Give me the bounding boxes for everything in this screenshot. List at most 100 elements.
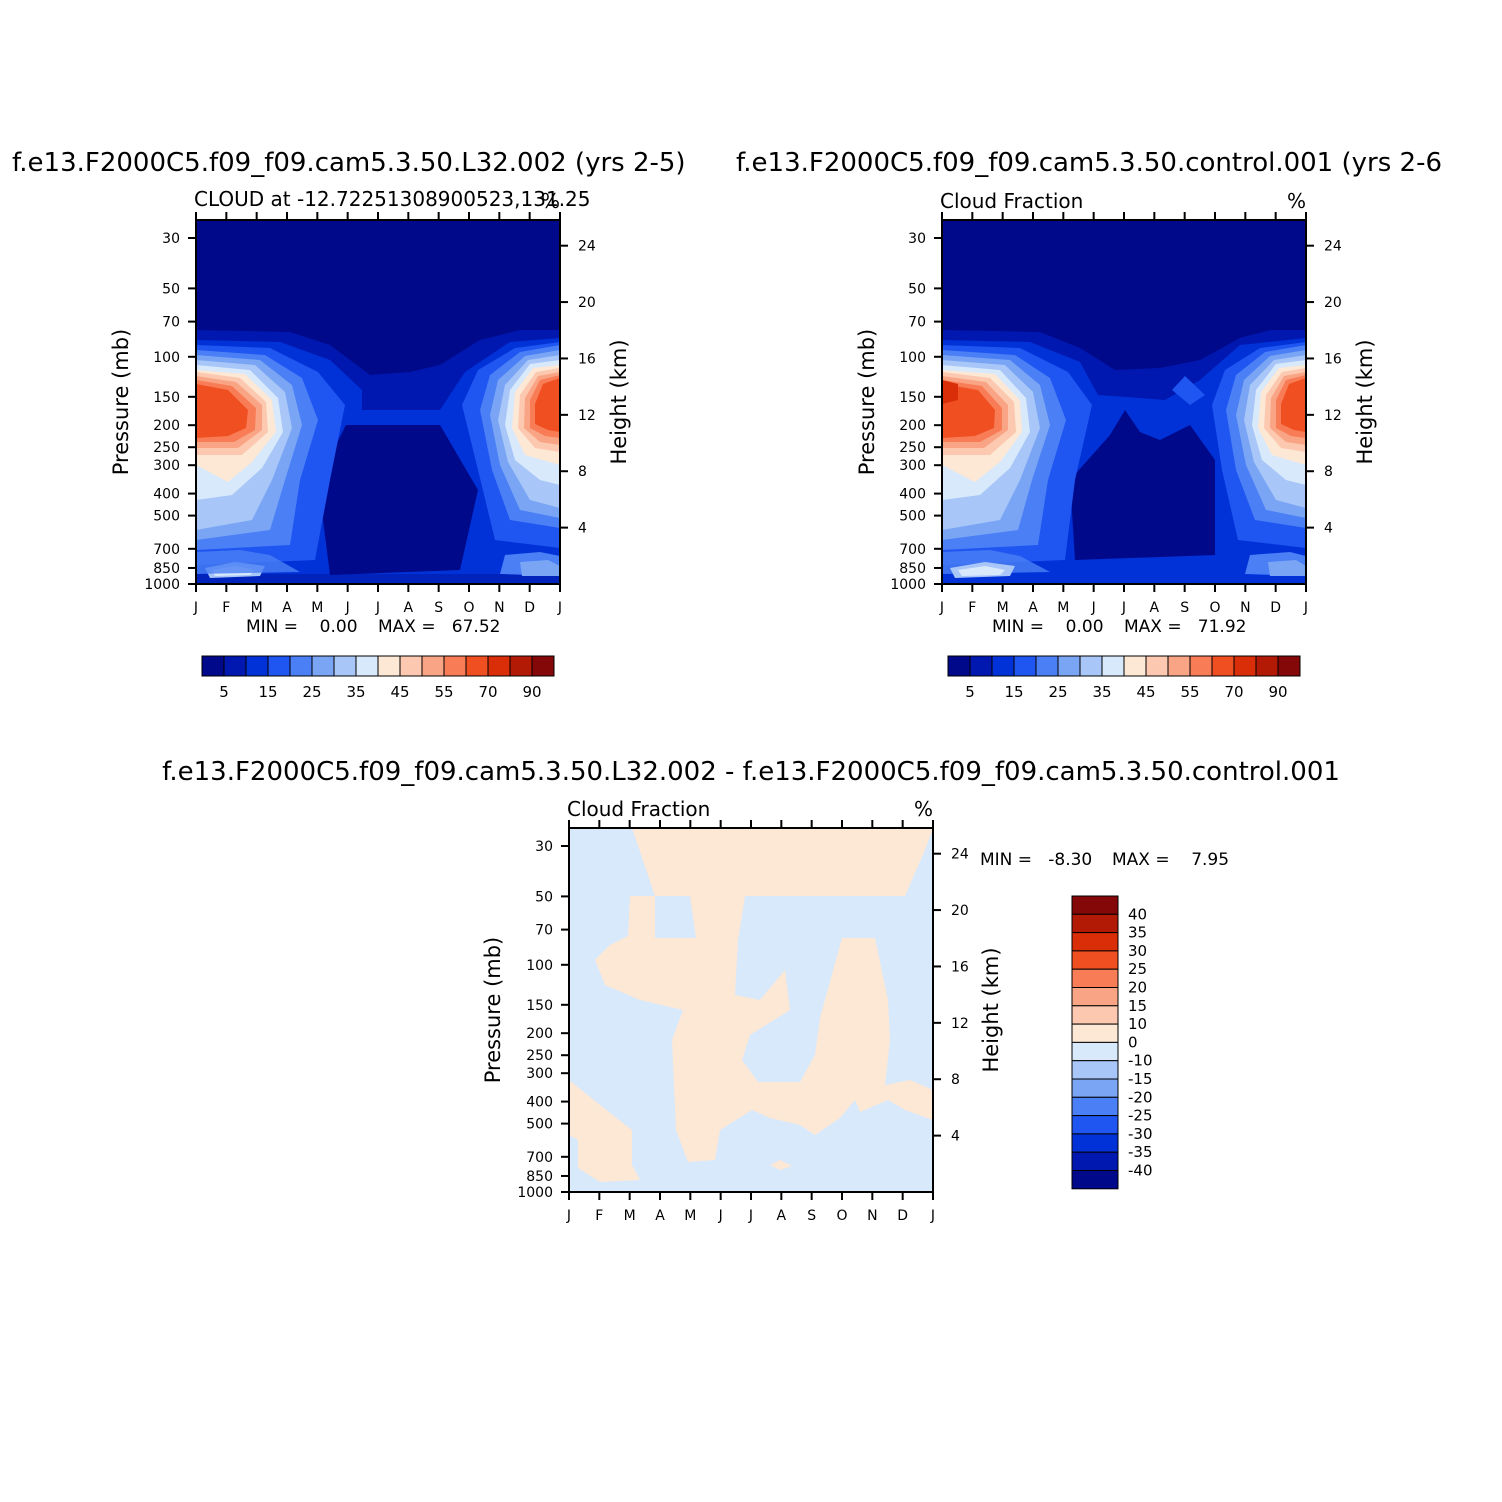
panel-3-title: f.e13.F2000C5.f09_f09.cam5.3.50.L32.002 … bbox=[162, 757, 1340, 787]
panel-3-subtitle: Cloud Fraction bbox=[567, 797, 710, 821]
colorbar-swatch bbox=[1071, 1041, 1119, 1062]
colorbar-label: 40 bbox=[1128, 905, 1147, 923]
colorbar-swatch bbox=[1189, 655, 1213, 677]
x-tick-label: F bbox=[595, 1208, 603, 1224]
x-tick-label: A bbox=[404, 600, 414, 616]
colorbar-swatch bbox=[1233, 655, 1257, 677]
x-tick-label: M bbox=[997, 600, 1009, 616]
colorbar-label: -20 bbox=[1128, 1088, 1153, 1106]
colorbar-swatch bbox=[289, 655, 313, 677]
colorbar-label: 5 bbox=[965, 683, 975, 701]
x-tick-label: A bbox=[282, 600, 292, 616]
x-tick-label: D bbox=[524, 600, 535, 616]
y-tick-label: 70 bbox=[162, 315, 180, 331]
y-tick-label: 30 bbox=[908, 231, 926, 247]
colorbar-swatch bbox=[1071, 932, 1119, 952]
colorbar-label: 10 bbox=[1128, 1015, 1147, 1033]
colorbar-swatch bbox=[1071, 1151, 1119, 1171]
colorbar-label: 35 bbox=[1092, 683, 1111, 701]
y2-tick-label: 20 bbox=[951, 903, 969, 919]
colorbar-swatch bbox=[1145, 655, 1169, 677]
y-tick-label: 300 bbox=[899, 458, 926, 474]
x-tick-label: J bbox=[345, 600, 350, 616]
colorbar-swatch bbox=[377, 655, 401, 677]
y-tick-label: 250 bbox=[526, 1048, 553, 1064]
colorbar-swatch bbox=[333, 655, 357, 677]
x-tick-label: M bbox=[251, 600, 263, 616]
y-tick-label: 50 bbox=[908, 281, 926, 297]
colorbar-swatch bbox=[1071, 913, 1119, 934]
colorbar-label: -15 bbox=[1128, 1070, 1153, 1088]
panel-2-field bbox=[942, 220, 1306, 584]
panel-3-units: % bbox=[914, 797, 933, 821]
panel-2-max: MAX = 71.92 bbox=[1124, 617, 1246, 637]
panel-2: f.e13.F2000C5.f09_f09.cam5.3.50.control.… bbox=[736, 148, 1442, 701]
colorbar-label: 35 bbox=[346, 683, 365, 701]
x-tick-label: J bbox=[375, 600, 380, 616]
y2-tick-label: 16 bbox=[951, 959, 969, 975]
colorbar-swatch bbox=[1071, 1133, 1119, 1153]
x-tick-label: N bbox=[867, 1208, 877, 1224]
y2-tick-label: 20 bbox=[578, 295, 596, 311]
y2-tick-label: 12 bbox=[1324, 408, 1342, 424]
x-tick-label: J bbox=[193, 600, 198, 616]
y-tick-label: 850 bbox=[526, 1169, 553, 1185]
colorbar-swatch bbox=[355, 655, 379, 677]
y-tick-label: 500 bbox=[153, 509, 180, 525]
panel-2-y2label: Height (km) bbox=[1353, 339, 1377, 464]
panel-1-min: MIN = 0.00 bbox=[246, 617, 358, 637]
panel-1-subtitle: CLOUD at -12.72251308900523,131.25 bbox=[194, 187, 591, 211]
x-tick-label: S bbox=[807, 1208, 816, 1224]
y-tick-label: 400 bbox=[899, 487, 926, 503]
x-tick-label: J bbox=[1121, 600, 1126, 616]
colorbar-label: 35 bbox=[1128, 924, 1147, 942]
y2-tick-label: 12 bbox=[951, 1016, 969, 1032]
y2-tick-label: 8 bbox=[1324, 464, 1333, 480]
y-tick-label: 400 bbox=[526, 1095, 553, 1111]
y-tick-label: 200 bbox=[899, 418, 926, 434]
y-tick-label: 150 bbox=[899, 390, 926, 406]
panel-1-ylabel: Pressure (mb) bbox=[109, 329, 133, 476]
colorbar-label: 25 bbox=[1048, 683, 1067, 701]
y-tick-label: 50 bbox=[535, 889, 553, 905]
x-tick-label: J bbox=[557, 600, 562, 616]
y-tick-label: 100 bbox=[153, 350, 180, 366]
y-tick-label: 100 bbox=[899, 350, 926, 366]
x-tick-label: M bbox=[684, 1208, 696, 1224]
y-tick-label: 300 bbox=[526, 1066, 553, 1082]
colorbar-label: 15 bbox=[1004, 683, 1023, 701]
colorbar-swatch bbox=[311, 655, 335, 677]
x-tick-label: D bbox=[897, 1208, 908, 1224]
panel-1-units: % bbox=[541, 189, 560, 213]
x-tick-label: A bbox=[777, 1208, 787, 1224]
x-tick-label: F bbox=[968, 600, 976, 616]
colorbar-swatch bbox=[1071, 1060, 1119, 1080]
panel-3-ylabel: Pressure (mb) bbox=[481, 937, 505, 1084]
x-tick-label: J bbox=[718, 1208, 723, 1224]
panel-2-y2ticks: 24 20 16 12 8 4 bbox=[1306, 239, 1342, 537]
colorbar-label: 30 bbox=[1128, 942, 1147, 960]
colorbar-swatch bbox=[1057, 655, 1081, 677]
panel-1: f.e13.F2000C5.f09_f09.cam5.3.50.L32.002 … bbox=[12, 148, 686, 701]
panel-3: f.e13.F2000C5.f09_f09.cam5.3.50.L32.002 … bbox=[162, 757, 1340, 1224]
y-tick-label: 200 bbox=[153, 418, 180, 434]
y-tick-label: 700 bbox=[526, 1150, 553, 1166]
colorbar-swatch bbox=[443, 655, 467, 677]
colorbar-swatch bbox=[1071, 987, 1119, 1007]
colorbar-swatch bbox=[947, 655, 971, 677]
panel-2-title: f.e13.F2000C5.f09_f09.cam5.3.50.control.… bbox=[736, 148, 1442, 178]
panel-2-subtitle: Cloud Fraction bbox=[940, 189, 1083, 213]
y2-tick-label: 12 bbox=[578, 408, 596, 424]
colorbar-label: 55 bbox=[1180, 683, 1199, 701]
x-tick-label: J bbox=[748, 1208, 753, 1224]
colorbar-swatch bbox=[1013, 655, 1037, 677]
colorbar-swatch bbox=[267, 655, 291, 677]
panel-3-y2label: Height (km) bbox=[979, 947, 1003, 1072]
colorbar-swatch bbox=[1035, 655, 1059, 677]
panel-2-ylabel: Pressure (mb) bbox=[855, 329, 879, 476]
panel-3-min: MIN = -8.30 bbox=[980, 850, 1092, 870]
